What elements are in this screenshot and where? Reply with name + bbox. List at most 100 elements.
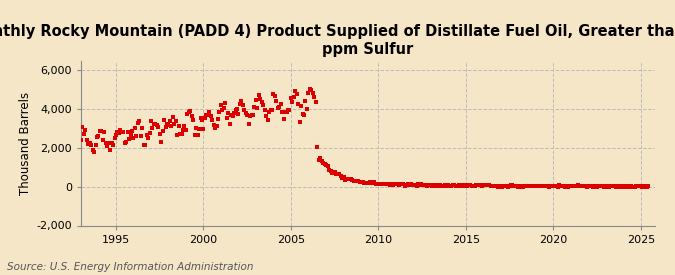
Point bbox=[590, 184, 601, 189]
Point bbox=[292, 92, 302, 96]
Point bbox=[600, 185, 611, 189]
Point bbox=[576, 184, 587, 188]
Point bbox=[200, 116, 211, 120]
Point bbox=[561, 184, 572, 188]
Point bbox=[388, 183, 399, 187]
Point bbox=[274, 105, 285, 109]
Point bbox=[239, 108, 250, 112]
Point bbox=[560, 184, 570, 189]
Point bbox=[454, 183, 465, 188]
Point bbox=[189, 133, 200, 137]
Point bbox=[639, 184, 649, 188]
Point bbox=[377, 182, 388, 186]
Point bbox=[122, 130, 133, 134]
Point bbox=[566, 184, 576, 189]
Point bbox=[632, 183, 643, 188]
Point bbox=[591, 185, 602, 189]
Point bbox=[249, 105, 260, 109]
Point bbox=[262, 117, 273, 122]
Point bbox=[144, 130, 155, 135]
Point bbox=[137, 126, 148, 131]
Point bbox=[347, 178, 358, 182]
Point bbox=[225, 112, 236, 117]
Point bbox=[410, 182, 421, 187]
Point bbox=[310, 100, 321, 105]
Point bbox=[99, 130, 110, 134]
Point bbox=[125, 133, 136, 138]
Point bbox=[551, 183, 562, 188]
Point bbox=[219, 105, 230, 110]
Text: Source: U.S. Energy Information Administration: Source: U.S. Energy Information Administ… bbox=[7, 262, 253, 272]
Point bbox=[188, 118, 198, 122]
Point bbox=[269, 94, 280, 98]
Point bbox=[562, 185, 573, 189]
Point bbox=[191, 126, 202, 130]
Point bbox=[331, 171, 342, 176]
Point bbox=[394, 182, 404, 187]
Point bbox=[583, 184, 594, 188]
Point bbox=[153, 124, 163, 129]
Point bbox=[214, 110, 225, 114]
Point bbox=[369, 180, 380, 185]
Point bbox=[580, 184, 591, 188]
Point bbox=[118, 130, 129, 134]
Point bbox=[246, 113, 257, 117]
Point bbox=[364, 180, 375, 185]
Point bbox=[328, 171, 339, 175]
Point bbox=[313, 158, 324, 162]
Point bbox=[375, 182, 385, 186]
Point bbox=[334, 172, 345, 177]
Point bbox=[417, 183, 428, 188]
Point bbox=[425, 183, 436, 188]
Point bbox=[184, 110, 194, 114]
Point bbox=[167, 115, 178, 119]
Point bbox=[86, 143, 97, 147]
Point bbox=[268, 92, 279, 97]
Point bbox=[485, 184, 496, 188]
Point bbox=[115, 128, 126, 133]
Point bbox=[440, 183, 451, 188]
Point bbox=[407, 183, 418, 187]
Point bbox=[383, 182, 394, 186]
Point bbox=[224, 122, 235, 126]
Point bbox=[507, 183, 518, 188]
Point bbox=[589, 184, 599, 189]
Point bbox=[625, 184, 636, 188]
Point bbox=[444, 183, 455, 188]
Point bbox=[549, 184, 560, 188]
Point bbox=[130, 126, 140, 130]
Point bbox=[255, 97, 266, 101]
Point bbox=[300, 99, 311, 103]
Point bbox=[119, 141, 130, 145]
Point bbox=[465, 183, 476, 187]
Point bbox=[382, 182, 393, 186]
Point bbox=[273, 106, 284, 110]
Point bbox=[423, 183, 433, 187]
Point bbox=[449, 183, 460, 188]
Point bbox=[581, 185, 592, 189]
Point bbox=[198, 126, 209, 131]
Point bbox=[348, 179, 359, 183]
Point bbox=[427, 184, 437, 188]
Point bbox=[306, 88, 317, 92]
Y-axis label: Thousand Barrels: Thousand Barrels bbox=[19, 91, 32, 195]
Point bbox=[230, 108, 241, 112]
Point bbox=[108, 143, 119, 147]
Point bbox=[459, 184, 470, 188]
Point bbox=[443, 183, 454, 188]
Point bbox=[290, 89, 300, 94]
Point bbox=[327, 171, 338, 175]
Point bbox=[109, 136, 120, 140]
Point bbox=[527, 184, 538, 188]
Point bbox=[392, 182, 403, 186]
Point bbox=[547, 184, 558, 188]
Point bbox=[452, 183, 462, 188]
Point bbox=[484, 183, 495, 188]
Point bbox=[474, 183, 485, 187]
Point bbox=[101, 141, 111, 145]
Point bbox=[146, 119, 157, 123]
Point bbox=[302, 107, 313, 111]
Point bbox=[433, 183, 443, 187]
Point bbox=[267, 108, 277, 112]
Point bbox=[195, 116, 206, 120]
